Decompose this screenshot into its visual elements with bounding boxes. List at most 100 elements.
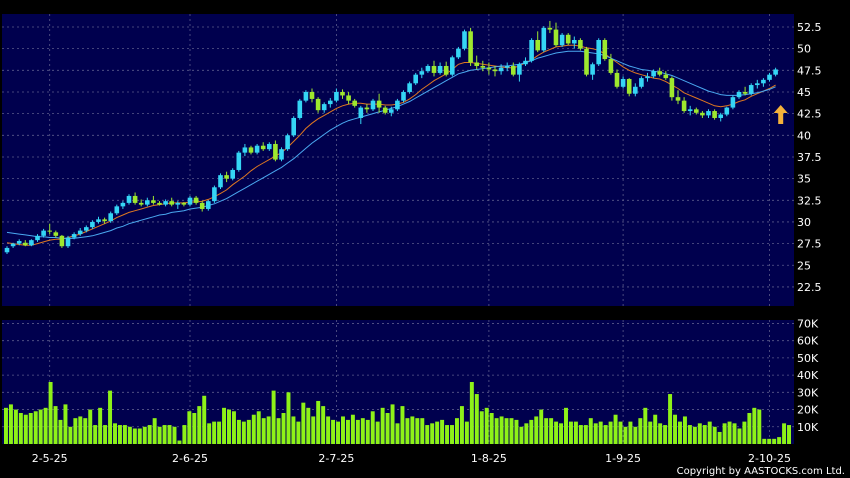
candle-body xyxy=(193,197,199,203)
volume-bar xyxy=(142,426,147,444)
volume-bar xyxy=(583,425,588,444)
volume-bar xyxy=(281,413,286,444)
volume-bar xyxy=(246,419,251,444)
volume-bar xyxy=(217,421,222,444)
price-tick-label: 42.5 xyxy=(797,108,822,121)
candle-body xyxy=(77,230,83,235)
volume-bar xyxy=(202,395,207,444)
candle-body xyxy=(480,65,486,68)
volume-bar xyxy=(236,419,241,444)
volume-bar xyxy=(360,418,365,444)
candle-body xyxy=(700,112,705,116)
volume-bar xyxy=(648,421,653,444)
volume-bar xyxy=(182,425,187,444)
volume-bar xyxy=(162,425,167,444)
date-tick-label: 2-7-25 xyxy=(318,452,354,465)
volume-bar xyxy=(137,428,142,444)
volume-bar xyxy=(479,411,484,444)
volume-bar xyxy=(172,426,177,444)
candle-body xyxy=(529,39,534,61)
volume-bar xyxy=(673,414,678,444)
volume-bar xyxy=(63,404,68,444)
candle-body xyxy=(620,78,626,87)
candle-body xyxy=(267,143,272,150)
candle-body xyxy=(376,100,382,108)
volume-bar xyxy=(395,423,400,444)
candle-body xyxy=(260,145,266,150)
candle-body xyxy=(407,83,412,92)
volume-bar xyxy=(568,421,573,444)
copyright-text: Copyright by AASTOCKS.com Ltd. xyxy=(677,466,845,477)
volume-bar xyxy=(390,404,395,444)
candle-body xyxy=(340,91,345,96)
volume-bar xyxy=(222,407,227,444)
candle-body xyxy=(547,27,553,30)
volume-bar xyxy=(519,426,524,444)
candle-body xyxy=(718,114,723,118)
volume-bar xyxy=(459,406,464,444)
volume-bar xyxy=(692,426,697,444)
volume-bar xyxy=(633,426,638,444)
volume-bar xyxy=(534,416,539,444)
volume-bar xyxy=(638,418,643,444)
price-tick-label: 27.5 xyxy=(797,238,822,251)
candle-body xyxy=(742,91,748,94)
price-tick-label: 37.5 xyxy=(797,151,822,164)
volume-bar xyxy=(573,421,578,444)
candle-body xyxy=(663,74,669,79)
candle-body xyxy=(736,91,742,98)
volume-bar xyxy=(187,411,192,444)
candle-body xyxy=(151,200,156,203)
volume-bar xyxy=(306,407,311,444)
volume-bar xyxy=(544,418,549,444)
candle-body xyxy=(181,202,187,205)
volume-bar xyxy=(454,418,459,444)
volume-bar xyxy=(147,425,152,444)
volume-bar xyxy=(608,421,613,444)
candle-body xyxy=(553,29,559,46)
volume-bar xyxy=(529,419,534,444)
candle-body xyxy=(291,117,296,136)
volume-bar xyxy=(311,416,316,444)
candle-body xyxy=(541,27,547,51)
candle-body xyxy=(175,202,181,205)
candle-body xyxy=(309,91,315,99)
volume-bar xyxy=(687,425,692,444)
volume-bar xyxy=(643,407,648,444)
candle-body xyxy=(242,147,248,153)
volume-bar xyxy=(504,418,509,444)
volume-bar xyxy=(256,411,261,444)
candle-body xyxy=(254,145,260,153)
volume-bar xyxy=(474,394,479,444)
candle-body xyxy=(41,230,46,236)
volume-bar xyxy=(375,421,380,444)
volume-bar xyxy=(266,416,271,444)
date-tick-label: 2-5-25 xyxy=(32,452,68,465)
volume-bar xyxy=(73,418,78,444)
volume-bar xyxy=(127,426,132,444)
volume-bar xyxy=(117,425,122,444)
candle-body xyxy=(206,201,211,209)
price-tick-label: 47.5 xyxy=(797,64,822,77)
candle-body xyxy=(126,195,132,203)
candle-body xyxy=(596,39,601,65)
volume-tick-label: 20K xyxy=(797,404,819,417)
candle-body xyxy=(425,65,431,72)
candle-body xyxy=(218,175,223,188)
volume-bar xyxy=(737,428,742,444)
date-axis: 2-5-25 2-6-25 2-7-25 1-8-25 1-9-25 2-10-25 xyxy=(32,452,791,465)
volume-bar xyxy=(623,426,628,444)
candle-body xyxy=(352,100,357,106)
candle-body xyxy=(657,71,662,75)
candle-body xyxy=(163,201,168,205)
volume-bar xyxy=(514,419,519,444)
candle-body xyxy=(614,72,620,87)
candle-body xyxy=(35,235,40,241)
volume-bar xyxy=(331,419,336,444)
candle-body xyxy=(370,100,376,110)
volume-bar xyxy=(113,423,117,444)
volume-bar xyxy=(13,409,18,444)
candle-body xyxy=(498,67,504,72)
volume-bar xyxy=(296,421,301,444)
